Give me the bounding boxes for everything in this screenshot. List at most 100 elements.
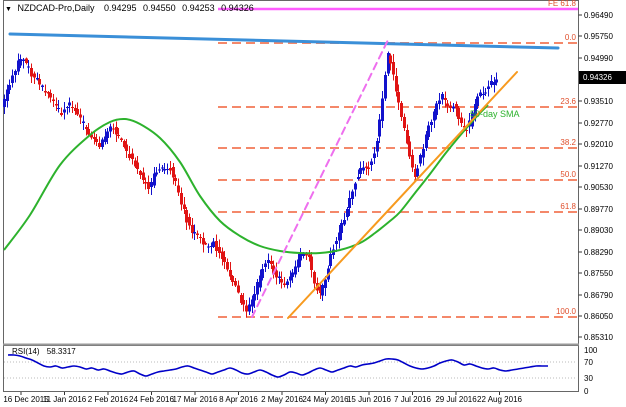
price-tick-label: 0.92010 <box>584 140 613 149</box>
candle-body <box>335 241 338 245</box>
time-axis[interactable] <box>0 392 626 407</box>
candle-body <box>370 161 373 166</box>
candle-body <box>283 283 286 285</box>
chart-menu-triangle-icon[interactable]: ▼ <box>5 6 12 13</box>
candle-wick <box>336 236 337 253</box>
candle-body <box>430 122 433 125</box>
price-tick-label: 0.85310 <box>584 333 613 342</box>
candle-body <box>57 107 60 110</box>
candle-body <box>425 134 428 148</box>
candle-body <box>242 300 245 305</box>
price-tick-label: 0.87550 <box>584 269 613 278</box>
candle-body <box>487 86 490 90</box>
candle-body <box>226 261 229 270</box>
candle-body <box>71 106 74 109</box>
rsi-value: 58.3317 <box>46 347 76 356</box>
candle-body <box>365 166 368 169</box>
descending-resistance[interactable] <box>8 32 560 50</box>
time-tick-label: 22 Aug 2016 <box>477 395 522 404</box>
candle-body <box>6 89 9 102</box>
fib-level-label-FE 61.8[interactable]: FE 61.8 <box>548 0 577 8</box>
candle-body <box>47 92 50 94</box>
price-tick-label: 0.95750 <box>584 32 613 41</box>
candle-body <box>19 59 22 66</box>
candle-body <box>44 91 47 93</box>
candle-body <box>256 281 259 295</box>
price-tick-label: 0.92770 <box>584 119 613 128</box>
candle-body <box>490 81 493 85</box>
candle-body <box>319 286 322 294</box>
candle-body <box>14 71 17 76</box>
candle-body <box>120 138 123 140</box>
candle-body <box>11 75 14 83</box>
candle-body <box>90 134 93 138</box>
candle-body <box>82 121 85 123</box>
steep-channel-line[interactable] <box>251 39 389 318</box>
fib-level-label-38.2[interactable]: 38.2 <box>560 138 576 147</box>
candle-body <box>196 233 199 235</box>
rsi-name: RSI(14) <box>12 347 40 356</box>
fib-level-label-100.0[interactable]: 100.0 <box>556 307 577 316</box>
candle-body <box>444 98 447 101</box>
candle-body <box>66 107 69 109</box>
fib-level-label-50.0[interactable]: 50.0 <box>560 170 576 179</box>
candle-wick <box>306 252 307 261</box>
candle-body <box>460 117 463 123</box>
candle-body <box>414 169 417 178</box>
candle-body <box>310 256 313 271</box>
candle-body <box>359 168 362 175</box>
candle-body <box>128 153 131 159</box>
candle-wick <box>456 101 457 117</box>
candle-body <box>163 169 166 171</box>
price-tick-label: 0.90530 <box>584 183 613 192</box>
candle-body <box>280 278 283 283</box>
time-tick-label: 16 Dec 2015 <box>3 395 49 404</box>
candle-body <box>270 261 273 265</box>
candle-wick <box>145 177 146 190</box>
candle-wick <box>200 234 201 244</box>
candle-body <box>433 111 436 121</box>
fib-level-label-61.8[interactable]: 61.8 <box>560 202 576 211</box>
candle-body <box>441 93 444 100</box>
candle-body <box>158 169 161 171</box>
candle-body <box>324 279 327 289</box>
rsi-axis-label: 30 <box>584 374 593 383</box>
candle-body <box>41 85 44 87</box>
candle-body <box>174 178 177 182</box>
candle-body <box>259 275 262 288</box>
candle-body <box>117 134 120 136</box>
candle-body <box>275 270 278 278</box>
candle-wick <box>86 125 87 136</box>
price-axis[interactable] <box>579 0 626 391</box>
price-tick-label: 0.94990 <box>584 54 613 63</box>
candle-body <box>93 137 96 140</box>
candle-body <box>438 100 441 104</box>
candle-body <box>245 305 248 312</box>
candle-wick <box>58 100 59 113</box>
candle-body <box>95 138 98 143</box>
candle-wick <box>34 71 35 85</box>
price-tick-label: 0.89030 <box>584 226 613 235</box>
fib-level-label-23.6[interactable]: 23.6 <box>560 97 576 106</box>
rising-support[interactable] <box>287 71 518 319</box>
candle-body <box>52 99 55 101</box>
rsi-axis-label: 0 <box>584 387 589 396</box>
candle-body <box>63 109 66 113</box>
candle-body <box>79 114 82 118</box>
candle-body <box>346 209 349 218</box>
candle-body <box>476 96 479 106</box>
candle-wick <box>208 243 209 253</box>
candle-wick <box>284 276 285 288</box>
candle-body <box>376 141 379 152</box>
candle-body <box>199 236 202 239</box>
candle-body <box>33 73 36 78</box>
candle-body <box>123 141 126 147</box>
candle-body <box>237 285 240 293</box>
candle-body <box>218 247 221 253</box>
candle-body <box>419 155 422 164</box>
candle-body <box>229 269 232 277</box>
rsi-line <box>7 354 548 378</box>
fib-level-label-0.0[interactable]: 0.0 <box>565 33 577 42</box>
candle-body <box>147 181 150 189</box>
